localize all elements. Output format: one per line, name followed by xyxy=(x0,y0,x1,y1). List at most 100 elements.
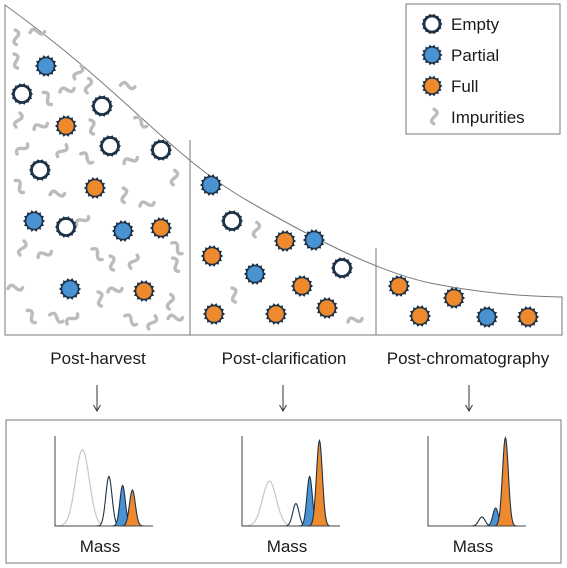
legend-label-partial: Partial xyxy=(451,46,499,65)
full-particle-icon xyxy=(290,275,314,297)
full-particle-icon xyxy=(132,280,156,302)
empty-particle-icon xyxy=(10,83,34,105)
legend-partial-icon xyxy=(421,44,443,66)
partial-particle-icon xyxy=(302,229,326,251)
impurity-icon xyxy=(121,312,141,328)
arrow-down-icon xyxy=(465,385,473,412)
particles-layer xyxy=(10,55,540,328)
impurity-icon xyxy=(71,63,85,82)
impurity-icon xyxy=(116,185,132,205)
full-particle-icon xyxy=(149,217,173,239)
impurity-icon xyxy=(249,220,263,239)
histogram-panel: Mass Mass Mass xyxy=(5,419,562,564)
impurity-icon xyxy=(22,307,42,326)
full-particle-icon xyxy=(264,303,288,325)
impurity-icon xyxy=(120,151,140,170)
impurity-icon xyxy=(77,150,97,166)
empty-particle-icon xyxy=(330,257,354,279)
impurity-icon xyxy=(87,245,107,263)
full-particle-icon xyxy=(315,297,339,319)
stage-label-post-harvest: Post-harvest xyxy=(50,349,146,368)
impurity-icon xyxy=(12,111,24,129)
impurity-icon xyxy=(27,24,47,40)
histogram-1 xyxy=(54,436,153,527)
impurity-icon xyxy=(8,27,24,47)
impurity-icon xyxy=(166,254,185,274)
impurity-icon xyxy=(57,81,77,99)
impurity-icon xyxy=(13,139,31,159)
legend-label-full: Full xyxy=(451,77,478,96)
empty-particle-icon xyxy=(98,135,122,157)
histogram-panel-frame xyxy=(5,419,562,564)
arrow-down-icon xyxy=(93,385,101,412)
legend-empty-icon xyxy=(421,13,443,35)
impurity-icon xyxy=(83,117,101,137)
impurity-icon xyxy=(30,117,50,136)
histogram-axes xyxy=(54,436,153,527)
legend-label-impurity: Impurities xyxy=(451,108,525,127)
full-particle-icon xyxy=(54,115,78,137)
stage-labels: Post-harvest Post-clarification Post-chr… xyxy=(50,349,549,368)
empty-particle-icon xyxy=(149,139,173,161)
partial-particle-icon xyxy=(34,55,58,77)
impurity-icon xyxy=(103,253,121,273)
impurity-icon xyxy=(73,210,92,230)
legend-items: Empty Partial Full Impurities xyxy=(421,13,525,127)
full-particle-icon xyxy=(202,303,226,325)
impurity-icon xyxy=(345,311,365,329)
impurity-icon xyxy=(165,310,185,326)
impurity-icon xyxy=(5,280,25,296)
empty-particle-icon xyxy=(28,159,52,181)
partial-particle-icon xyxy=(243,263,267,285)
legend-full-icon xyxy=(421,75,443,97)
partial-particle-icon xyxy=(199,174,223,196)
funnel-region xyxy=(4,4,563,336)
full-particle-icon xyxy=(200,245,224,267)
impurity-icon xyxy=(81,76,95,95)
empty-particle-icon xyxy=(220,210,244,232)
impurity-icon xyxy=(167,168,181,187)
impurity-icon xyxy=(163,292,177,311)
full-particle-icon xyxy=(387,275,411,297)
histogram-xlabel-2: Mass xyxy=(267,537,308,556)
stage-label-post-chromatography: Post-chromatography xyxy=(387,349,550,368)
impurity-icon xyxy=(118,79,137,93)
impurity-icon xyxy=(47,311,66,325)
partial-particle-icon xyxy=(58,278,82,300)
impurity-icon xyxy=(105,281,125,299)
impurity-icon xyxy=(47,186,67,202)
impurity-icon xyxy=(167,239,187,257)
full-particle-icon xyxy=(442,287,466,309)
impurity-icon xyxy=(34,245,54,264)
histogram-axes xyxy=(241,436,340,527)
histogram-xlabel-3: Mass xyxy=(453,537,494,556)
impurity-icon xyxy=(10,177,30,196)
legend: Empty Partial Full Impurities xyxy=(405,3,561,135)
partial-particle-icon xyxy=(111,220,135,242)
histogram-xlabel-1: Mass xyxy=(80,537,121,556)
impurity-icon xyxy=(54,141,70,161)
histogram-2 xyxy=(241,436,340,527)
full-particle-icon xyxy=(516,306,540,328)
impurity-icon xyxy=(16,239,28,257)
impurity-icon xyxy=(63,309,81,329)
partial-particle-icon xyxy=(475,306,499,328)
empty-particle-icon xyxy=(90,95,114,117)
arrow-down-icon xyxy=(279,385,287,412)
impurity-icon xyxy=(7,51,25,71)
partial-particle-icon xyxy=(22,210,46,232)
impurity-icon xyxy=(91,289,109,309)
stage-label-post-clarification: Post-clarification xyxy=(222,349,347,368)
empty-particle-icon xyxy=(54,216,78,238)
impurity-icon xyxy=(137,195,157,213)
histograms-layer xyxy=(54,436,526,527)
full-particle-icon xyxy=(408,305,432,327)
full-particle-icon xyxy=(83,177,107,199)
histogram-peak-full xyxy=(493,436,518,527)
legend-label-empty: Empty xyxy=(451,15,500,34)
stage-arrows xyxy=(93,385,473,412)
impurity-icon xyxy=(145,313,159,332)
impurity-icon xyxy=(225,285,243,305)
impurity-icon xyxy=(127,252,141,271)
